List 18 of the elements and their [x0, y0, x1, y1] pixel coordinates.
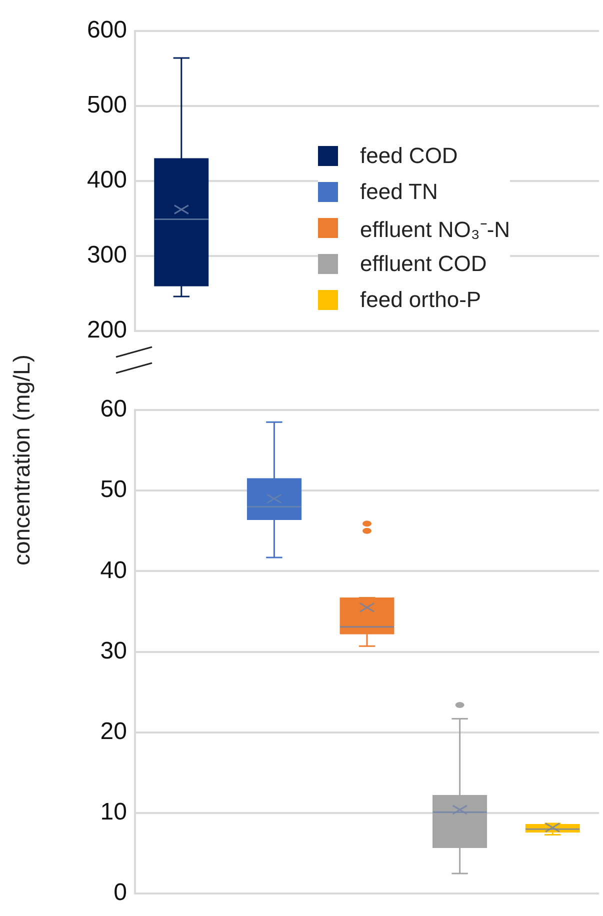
legend-label: feed COD	[360, 143, 458, 169]
legend-label: feed ortho-P	[360, 287, 482, 313]
legend-label: effluent NO₃⁻-N	[360, 216, 510, 243]
y-axis-title: concentration (mg/L)	[8, 354, 36, 566]
y-tick-label: 50	[100, 476, 127, 504]
y-tick-label: 0	[114, 879, 127, 906]
y-tick-label: 400	[86, 166, 127, 194]
y-tick-label: 30	[100, 637, 127, 664]
y-tick-label: 20	[100, 718, 127, 746]
legend-label: feed TN	[360, 179, 438, 205]
y-tick-label: 200	[86, 316, 127, 344]
y-tick-label: 500	[86, 92, 127, 119]
y-tick-label: 600	[86, 16, 127, 44]
y-tick-label: 60	[100, 396, 127, 423]
y-tick-label: 40	[100, 556, 127, 584]
legend-label: effluent COD	[360, 251, 487, 277]
y-tick-label: 10	[100, 798, 127, 826]
y-tick-label: 300	[86, 242, 127, 269]
